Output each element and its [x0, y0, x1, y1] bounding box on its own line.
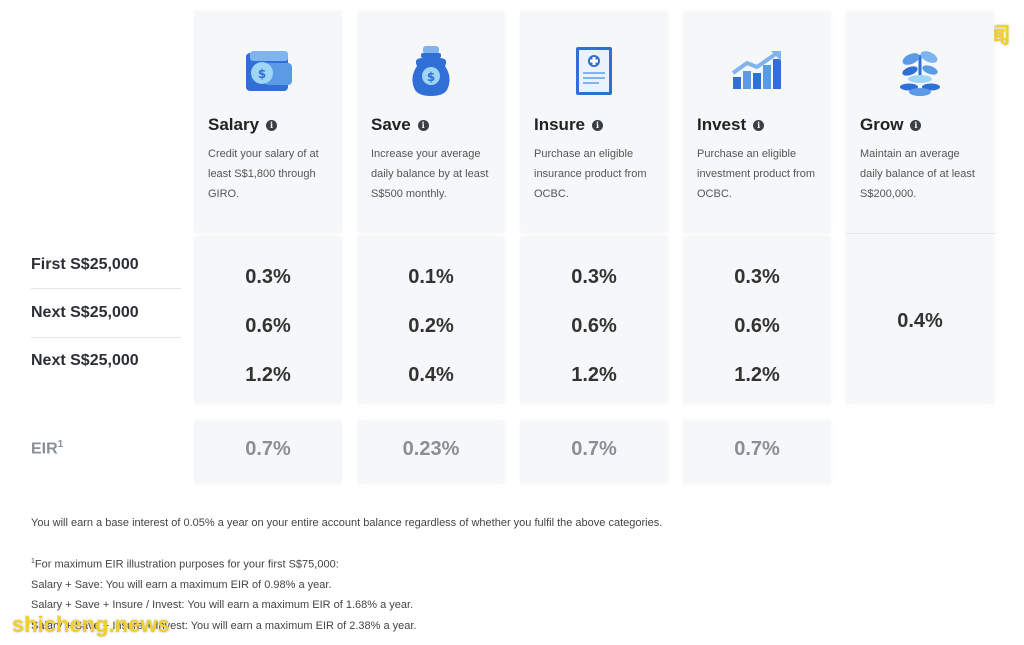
salary-eir: 0.7%	[194, 420, 342, 484]
grow-title-text: Grow	[860, 115, 904, 134]
row-divider	[31, 337, 181, 338]
insure-description: Purchase an eligible insurance product f…	[534, 148, 647, 200]
row-label-third: Next S$25,000	[31, 352, 139, 369]
info-icon[interactable]: i	[753, 119, 765, 131]
insurance-document-icon	[520, 41, 668, 101]
row-divider	[31, 288, 181, 289]
save-rate-second: 0.2%	[408, 315, 454, 337]
row-label-first: First S$25,000	[31, 256, 139, 273]
invest-description: Purchase an eligible investment product …	[697, 148, 815, 200]
invest-title: Invest i	[697, 115, 765, 135]
grow-divider	[846, 233, 996, 234]
info-icon[interactable]: i	[910, 119, 922, 131]
footnote-intro-text: For maximum EIR illustration purposes fo…	[34, 558, 339, 571]
svg-text:$: $	[258, 67, 266, 81]
footnote-marker: 1	[31, 558, 35, 565]
grow-description: Maintain an average daily balance of at …	[860, 148, 975, 200]
invest-card: Invest i Purchase an eligible investment…	[683, 11, 831, 233]
row-label-second: Next S$25,000	[31, 304, 139, 321]
salary-eir-value: 0.7%	[245, 438, 291, 460]
salary-rate-second: 0.6%	[245, 315, 291, 337]
insure-rate-second: 0.6%	[571, 315, 617, 337]
svg-text:$: $	[427, 70, 435, 84]
footnote-line-2: Salary + Save + Insure / Invest: You wil…	[31, 599, 414, 611]
insure-title-text: Insure	[534, 115, 586, 134]
save-eir-value: 0.23%	[402, 438, 460, 460]
save-rates: 0.1% 0.2% 0.4%	[357, 236, 505, 404]
salary-title: Salary i	[208, 115, 278, 135]
save-title: Save i	[371, 115, 429, 135]
insure-eir: 0.7%	[520, 420, 668, 484]
eir-footnote-marker: 1	[57, 439, 64, 450]
insure-title: Insure i	[534, 115, 604, 135]
insure-eir-value: 0.7%	[571, 438, 617, 460]
save-rate-first: 0.1%	[408, 266, 454, 288]
invest-rate-first: 0.3%	[734, 266, 780, 288]
save-eir: 0.23%	[357, 420, 505, 484]
salary-rate-third: 1.2%	[245, 364, 291, 386]
salary-title-text: Salary	[208, 115, 260, 134]
salary-card: $ Salary i Credit your salary of at leas…	[194, 11, 342, 233]
save-description: Increase your average daily balance by a…	[371, 148, 489, 200]
grow-rate: 0.4%	[897, 310, 943, 332]
info-icon[interactable]: i	[592, 119, 604, 131]
save-card: $ Save i Increase your average daily bal…	[357, 11, 505, 233]
wallet-icon: $	[194, 41, 342, 101]
invest-rate-second: 0.6%	[734, 315, 780, 337]
info-icon[interactable]: i	[417, 119, 429, 131]
insure-rate-third: 1.2%	[571, 364, 617, 386]
base-interest-note: You will earn a base interest of 0.05% a…	[31, 517, 663, 529]
footnote-intro: 1For maximum EIR illustration purposes f…	[31, 558, 339, 571]
insure-rate-first: 0.3%	[571, 266, 617, 288]
salary-rates: 0.3% 0.6% 1.2%	[194, 236, 342, 404]
save-title-text: Save	[371, 115, 411, 134]
grow-title: Grow i	[860, 115, 922, 135]
invest-eir-value: 0.7%	[734, 438, 780, 460]
investment-chart-icon	[683, 41, 831, 101]
save-rate-third: 0.4%	[408, 364, 454, 386]
eir-label-text: EIR	[31, 440, 58, 458]
salary-rate-first: 0.3%	[245, 266, 291, 288]
insure-rates: 0.3% 0.6% 1.2%	[520, 236, 668, 404]
grow-card: Grow i Maintain an average daily balance…	[846, 11, 994, 404]
invest-rate-third: 1.2%	[734, 364, 780, 386]
plant-coins-icon	[846, 41, 994, 101]
insure-card: Insure i Purchase an eligible insurance …	[520, 11, 668, 233]
info-icon[interactable]: i	[266, 119, 278, 131]
footnote-line-1: Salary + Save: You will earn a maximum E…	[31, 579, 332, 591]
footnote-line-3: Salary + Save + Insure + Invest: You wil…	[31, 620, 417, 632]
eir-label: EIR1	[31, 439, 63, 458]
watermark-site: shicheng.news	[12, 612, 170, 637]
invest-eir: 0.7%	[683, 420, 831, 484]
salary-description: Credit your salary of at least S$1,800 t…	[208, 148, 319, 200]
invest-rates: 0.3% 0.6% 1.2%	[683, 236, 831, 404]
invest-title-text: Invest	[697, 115, 747, 134]
money-bag-icon: $	[357, 41, 505, 101]
